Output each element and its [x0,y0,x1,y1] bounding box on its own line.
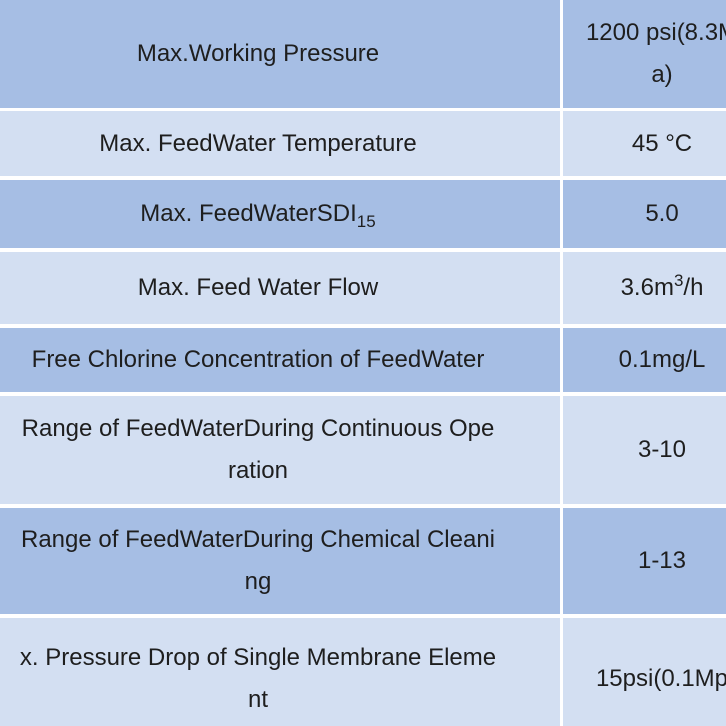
cell-line: 45 °C [631,129,693,157]
parameter-cell: Max.Working Pressure [0,0,560,108]
parameter-cell: Max. FeedWaterSDI15 [0,180,560,248]
subscript: 15 [356,211,376,231]
cell-line: 15psi(0.1Mp [595,665,726,692]
parameter-cell: x. Pressure Drop of Single Membrane Elem… [0,618,560,726]
value-cell: 1-13 [563,508,726,614]
cell-line: 3.6m3/h [621,267,704,309]
cell-line: Max. FeedWaterSDI15 [140,193,375,235]
cell-line: 3-10 [637,436,687,463]
value-cell: 3.6m3/h [563,252,726,324]
cell-line: 5.0 [645,200,679,227]
value-cell: 45 °C [563,111,726,176]
cell-line: 1200 psi(8.3M [585,19,726,46]
value-cell: 3-10 [563,396,726,504]
text-part: 3.6m [620,274,674,301]
cell-line: a) [651,61,673,88]
parameter-cell: Range of FeedWaterDuring Chemical Cleani… [0,508,560,614]
parameter-cell: Max. Feed Water Flow [0,252,560,324]
value-cell: 5.0 [563,180,726,248]
cell-line: 1-13 [637,547,687,574]
cell-line: Max.Working Pressure [136,40,380,67]
parameter-cell: Free Chlorine Concentration of FeedWater [0,328,560,392]
cell-line: ration [227,457,289,484]
cell-line: ng [244,568,272,595]
cell-line: x. Pressure Drop of Single Membrane Elem… [19,644,497,671]
supscript: 3 [673,271,684,290]
parameter-cell: Range of FeedWaterDuring Continuous Ope r… [0,396,560,504]
text-part: Max. FeedWaterSDI [140,200,357,227]
value-cell: 15psi(0.1Mp [563,618,726,726]
cell-line: Range of FeedWaterDuring Continuous Ope [21,415,495,442]
cell-line: 0.1mg/L [618,346,706,373]
cell-line: Range of FeedWaterDuring Chemical Cleani [21,526,495,553]
cell-line: nt [247,686,268,713]
cell-line: Max. FeedWater Temperature [99,129,417,157]
parameter-cell: Max. FeedWater Temperature [0,111,560,176]
value-cell: 0.1mg/L [563,328,726,392]
text-part: /h [683,274,704,301]
cell-line: Free Chlorine Concentration of FeedWater [31,346,485,373]
value-cell: 1200 psi(8.3M a) [563,0,726,108]
cell-line: Max. Feed Water Flow [137,274,379,301]
